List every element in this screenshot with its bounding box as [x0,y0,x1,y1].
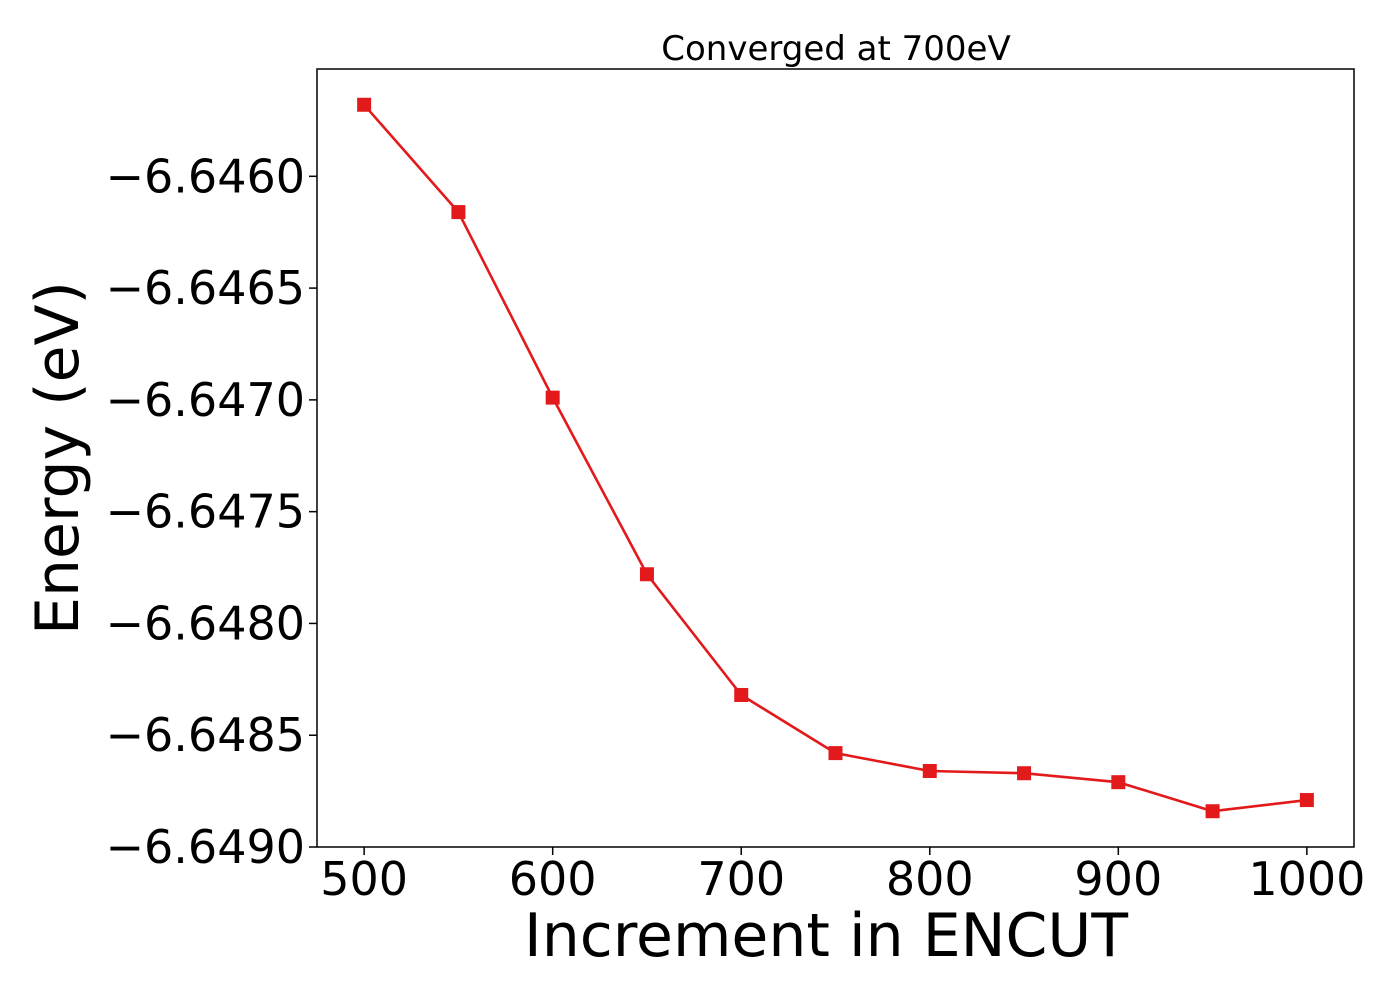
data-point-marker [1205,804,1220,819]
data-point-marker [1299,793,1314,808]
data-point-marker [922,763,937,778]
y-tick-label: −6.6480 [106,596,306,650]
data-point-marker [734,687,749,702]
y-tick-label: −6.6475 [106,485,306,539]
data-point-marker [1111,775,1126,790]
chart-title: Converged at 700eV [661,29,1010,69]
data-point-marker [545,390,560,405]
data-point-marker [451,205,466,220]
data-point-marker [639,567,654,582]
data-point-marker [357,97,372,112]
y-axis-label: Energy (eV) [23,281,93,635]
y-tick-label: −6.6485 [106,708,306,762]
x-tick-label: 800 [886,852,974,906]
y-tick-label: −6.6490 [106,820,306,874]
x-tick-label: 600 [509,852,597,906]
x-tick-label: 1000 [1248,852,1365,906]
x-axis-label: Increment in ENCUT [524,901,1128,971]
plot-area: 500 600 700 800 900 1000 −6.6460 −6.6465 −6.6470… [106,97,1365,906]
x-tick-label: 500 [320,852,408,906]
data-point-marker [828,746,843,761]
y-tick-label: −6.6460 [106,149,306,203]
plot-frame [316,68,1355,848]
x-tick-label: 700 [697,852,785,906]
y-tick-label: −6.6465 [106,261,306,315]
y-tick-label: −6.6470 [106,373,306,427]
data-point-marker [1017,766,1032,781]
x-tick-label: 900 [1074,852,1162,906]
